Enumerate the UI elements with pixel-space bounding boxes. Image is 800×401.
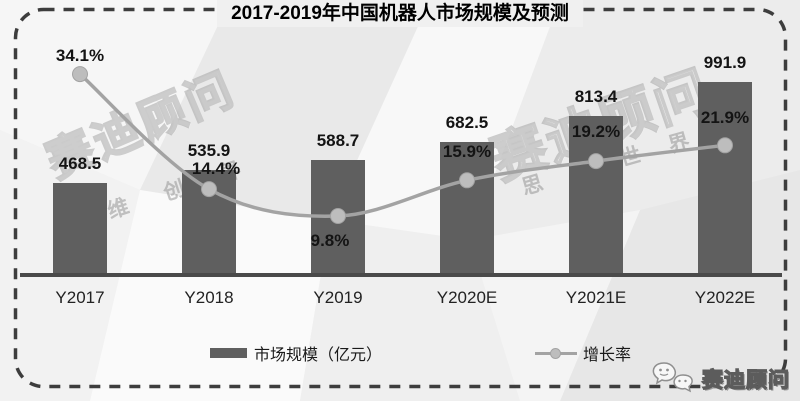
x-axis-label-Y2019: Y2019 (313, 288, 363, 307)
x-axis-label-Y2020E: Y2020E (436, 288, 498, 307)
chart-title: 2017-2019年中国机器人市场规模及预测 (217, 0, 583, 27)
chart-header: 2017-2019年中国机器人市场规模及预测 (0, 0, 800, 27)
bar-series-swatch (210, 348, 247, 358)
wechat-icon (652, 362, 693, 393)
line-series-swatch (535, 344, 577, 362)
bar-value-label: 535.9 (187, 140, 231, 160)
brand-logo: 赛迪顾问 (650, 359, 790, 399)
bar-value-label: 813.4 (574, 87, 618, 107)
bar-value-label: 682.5 (445, 112, 489, 132)
bar-Y2018 (182, 169, 236, 273)
legend: 市场规模（亿元） 增长率 (0, 344, 800, 364)
growth-rate-label: 14.4% (191, 159, 241, 179)
x-axis-line (20, 273, 782, 277)
x-axis-label-Y2022E: Y2022E (694, 288, 756, 307)
bar-value-label: 588.7 (316, 130, 360, 150)
growth-rate-label: 15.9% (442, 142, 492, 162)
legend-item-growth-rate: 增长率 (535, 344, 632, 364)
bar-Y2019 (311, 159, 365, 273)
legend-item-market-size: 市场规模（亿元） (210, 344, 383, 364)
growth-rate-label: 21.9% (700, 108, 750, 128)
legend-bar-label: 市场规模（亿元） (254, 347, 383, 364)
legend-line-label: 增长率 (583, 347, 632, 364)
growth-rate-label: 34.1% (55, 46, 105, 66)
bar-Y2017 (53, 182, 107, 273)
x-axis-label-Y2017: Y2017 (55, 288, 105, 307)
x-axis-label-Y2021E: Y2021E (565, 288, 627, 307)
brand-logo-text: 赛迪顾问 (701, 368, 790, 392)
x-axis-label-Y2018: Y2018 (184, 288, 234, 307)
bar-value-label: 991.9 (703, 53, 747, 73)
growth-rate-label: 9.8% (310, 230, 350, 250)
growth-rate-label: 19.2% (571, 122, 621, 142)
bar-value-label: 468.5 (58, 153, 102, 173)
